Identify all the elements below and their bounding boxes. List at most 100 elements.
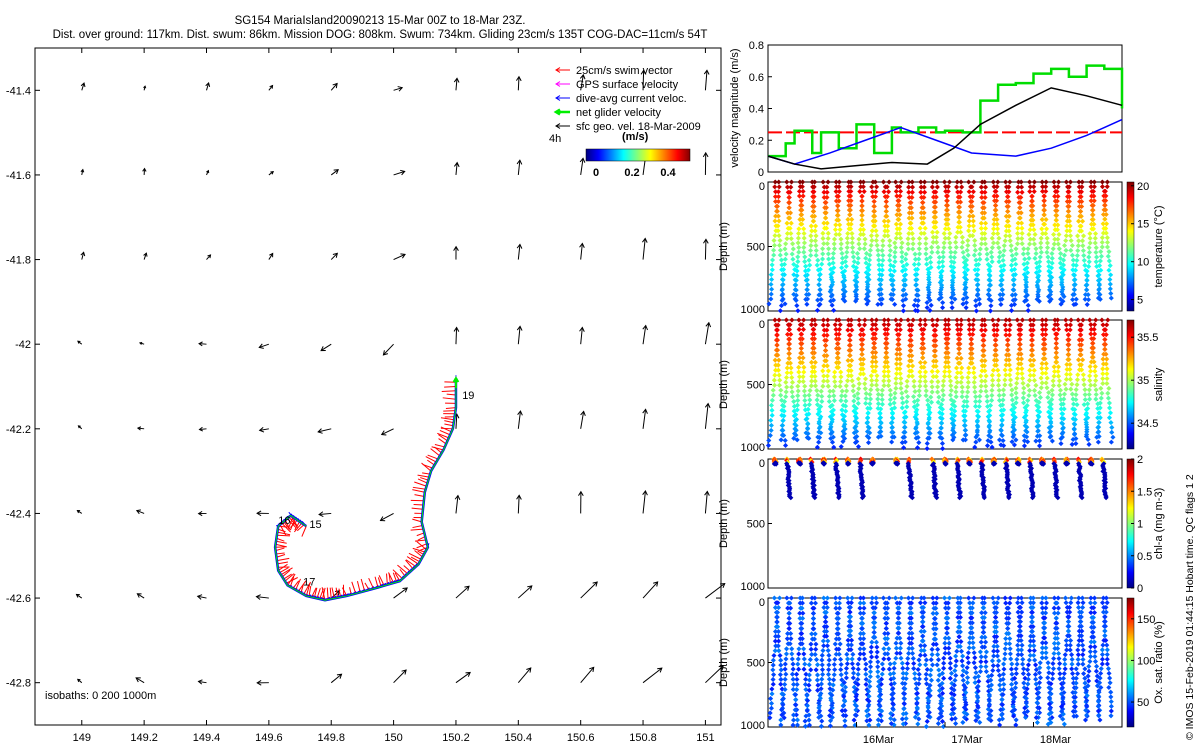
profile-point — [923, 235, 929, 242]
profile-point — [902, 424, 908, 430]
swim-vector — [351, 581, 357, 594]
profile-point — [843, 670, 849, 676]
map-axes-frame — [34, 47, 722, 726]
profile-point — [1055, 373, 1062, 379]
profile-point — [778, 257, 785, 263]
profile-point — [1104, 235, 1110, 241]
profile-point — [870, 218, 876, 224]
profile-point — [894, 366, 900, 372]
profile-point — [834, 350, 841, 356]
profile-point — [883, 345, 889, 351]
profile-point — [808, 641, 814, 647]
profile-point — [979, 378, 985, 384]
profile-point — [819, 657, 825, 663]
profile-point — [843, 263, 849, 269]
profile-point — [777, 595, 783, 601]
profile-point — [1015, 236, 1021, 242]
profile-point — [894, 356, 900, 362]
profile-point — [956, 619, 962, 625]
profile-point — [855, 661, 861, 667]
y-tick-label: 0.4 — [749, 104, 764, 116]
colorbar-label: salinity — [1153, 367, 1165, 401]
profile-point — [836, 326, 842, 333]
profile-point — [897, 184, 903, 190]
profile-point — [1100, 380, 1106, 387]
current-vector — [197, 510, 207, 517]
profile-point — [996, 245, 1002, 251]
profile-point — [1055, 236, 1061, 242]
profile-point — [898, 376, 904, 382]
profile-point — [1087, 373, 1093, 379]
profile-point — [992, 207, 998, 213]
profile-point — [1013, 261, 1019, 267]
profile-point — [1014, 317, 1020, 323]
profile-point — [867, 659, 873, 665]
profile-point — [838, 672, 844, 678]
profile-point — [913, 282, 919, 288]
profile-point — [944, 207, 950, 213]
profile-point — [825, 383, 831, 389]
profile-point — [940, 397, 946, 403]
profile-point — [1078, 208, 1084, 214]
profile-point — [778, 662, 784, 668]
profile-point — [922, 652, 928, 658]
profile-point — [769, 397, 775, 403]
profile-point — [992, 347, 998, 353]
profile-point — [954, 355, 960, 361]
profile-point — [1019, 230, 1025, 236]
profile-point — [1094, 254, 1100, 260]
profile-point — [783, 651, 790, 657]
profile-point — [1025, 270, 1031, 276]
profile-point — [769, 267, 775, 273]
profile-point — [1005, 337, 1011, 343]
profile-point — [774, 203, 780, 209]
profile-point — [1101, 207, 1107, 213]
profile-point — [965, 375, 971, 381]
profile-point — [845, 373, 852, 379]
profile-point — [819, 676, 825, 682]
profile-point — [869, 359, 875, 365]
profile-point — [879, 247, 885, 254]
profile-point — [1093, 391, 1099, 398]
profile-point — [919, 336, 925, 342]
current-vector — [517, 410, 523, 429]
profile-point — [864, 286, 870, 292]
profile-point — [911, 383, 917, 389]
profile-point — [931, 224, 937, 230]
profile-point — [873, 317, 879, 323]
swim-vector — [293, 522, 303, 533]
profile-point — [916, 235, 923, 242]
profile-point — [944, 198, 950, 204]
profile-point — [805, 425, 811, 431]
profile-point — [842, 718, 848, 724]
profile-point — [770, 392, 776, 398]
profile-point — [849, 656, 855, 662]
profile-point — [1092, 231, 1099, 237]
profile-point — [1056, 246, 1062, 252]
profile-point — [910, 317, 916, 323]
profile-point — [800, 179, 806, 185]
swim-vector — [440, 417, 455, 421]
chart-subtitle: Dist. over ground: 117km. Dist. swum: 86… — [52, 29, 708, 41]
swim-vector — [378, 575, 385, 586]
profile-point — [792, 282, 798, 288]
profile-point — [1003, 372, 1009, 378]
profile-point — [938, 287, 944, 293]
profile-point — [1102, 202, 1108, 208]
profile-point — [959, 365, 965, 371]
profile-point — [1066, 342, 1072, 348]
current-vector — [197, 679, 207, 685]
profile-point — [1102, 346, 1108, 352]
profile-point — [856, 322, 863, 328]
profile-point — [867, 391, 873, 397]
profile-point — [920, 633, 926, 639]
profile-point — [990, 367, 996, 373]
swim-vector — [434, 444, 445, 448]
profile-point — [772, 184, 778, 190]
profile-point — [1043, 322, 1049, 328]
swim-vector — [412, 547, 426, 553]
profile-point — [858, 356, 864, 362]
profile-point — [949, 300, 955, 306]
current-vector — [455, 671, 471, 684]
profile-point — [839, 250, 845, 257]
